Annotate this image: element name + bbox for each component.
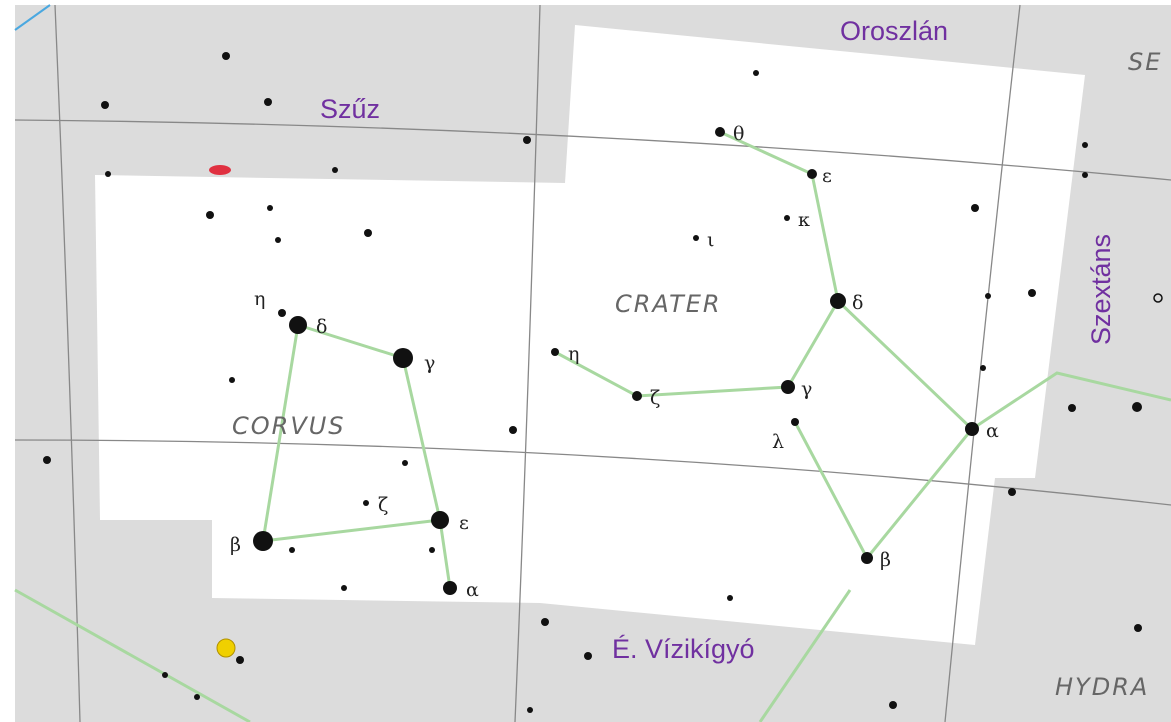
star [289, 316, 307, 334]
region-label: Oroszlán [840, 16, 948, 46]
star [332, 167, 338, 173]
star [222, 52, 230, 60]
star [429, 547, 435, 553]
star [443, 581, 457, 595]
star [1082, 142, 1088, 148]
star [236, 656, 244, 664]
star [985, 293, 991, 299]
star-label: ε [459, 512, 469, 534]
star [364, 229, 372, 237]
star [341, 585, 347, 591]
star [229, 377, 235, 383]
star [267, 205, 273, 211]
star [264, 98, 272, 106]
constellation-name: SE [1128, 48, 1162, 76]
star [206, 211, 214, 219]
star-label: θ [733, 123, 744, 145]
star-label: α [466, 579, 479, 601]
constellation-name: HYDRA [1055, 673, 1149, 701]
star [1082, 172, 1088, 178]
stars [43, 52, 1163, 713]
star [551, 348, 559, 356]
constellation-area [95, 25, 1085, 645]
star-label: δ [316, 316, 327, 338]
star [965, 422, 979, 436]
star-label: β [230, 534, 241, 556]
star [1028, 289, 1036, 297]
star [43, 456, 51, 464]
star-label: η [254, 288, 265, 310]
star-label: ι [707, 229, 714, 251]
star [253, 531, 273, 551]
star-label: ζ [650, 387, 660, 409]
star-label: α [986, 420, 999, 442]
star [727, 595, 733, 601]
star-label: ε [822, 165, 832, 187]
star [393, 348, 413, 368]
planet-symbol [216, 638, 236, 658]
star [1153, 293, 1163, 303]
star [541, 618, 549, 626]
star [693, 235, 699, 241]
region-label: É. Vízikígyó [612, 634, 755, 664]
star-label: η [568, 343, 579, 365]
star [523, 136, 531, 144]
star [807, 169, 817, 179]
star [971, 204, 979, 212]
star [1134, 624, 1142, 632]
star [431, 511, 449, 529]
star [105, 171, 111, 177]
star [363, 500, 369, 506]
star [278, 309, 286, 317]
star [784, 215, 790, 221]
star [830, 293, 846, 309]
star [1068, 404, 1076, 412]
galaxy [209, 165, 231, 175]
star [1008, 488, 1016, 496]
star [889, 701, 897, 709]
star-label: β [880, 549, 891, 571]
star [753, 70, 759, 76]
figures [14, 130, 1171, 722]
star-label: δ [852, 292, 863, 314]
star [781, 380, 795, 394]
constellation-name: CORVUS [232, 412, 346, 440]
star [715, 127, 725, 137]
star-label: γ [801, 378, 812, 400]
boundary-line [14, 4, 51, 31]
star [194, 694, 200, 700]
star [509, 426, 517, 434]
star [791, 418, 799, 426]
star [632, 391, 642, 401]
star [861, 552, 873, 564]
star-label: λ [772, 431, 784, 453]
constellation-name: CRATER [615, 290, 722, 318]
star-label: κ [798, 209, 810, 231]
star [289, 547, 295, 553]
star [402, 460, 408, 466]
star [980, 365, 986, 371]
region-label: Szűz [320, 94, 380, 124]
star [275, 237, 281, 243]
star [527, 707, 533, 713]
star [101, 101, 109, 109]
star [1132, 402, 1142, 412]
star-label: γ [424, 352, 435, 374]
star [584, 652, 592, 660]
region-label: Szextáns [1086, 234, 1116, 345]
grid [14, 4, 1171, 722]
star [162, 672, 168, 678]
star-label: ζ [378, 494, 388, 516]
